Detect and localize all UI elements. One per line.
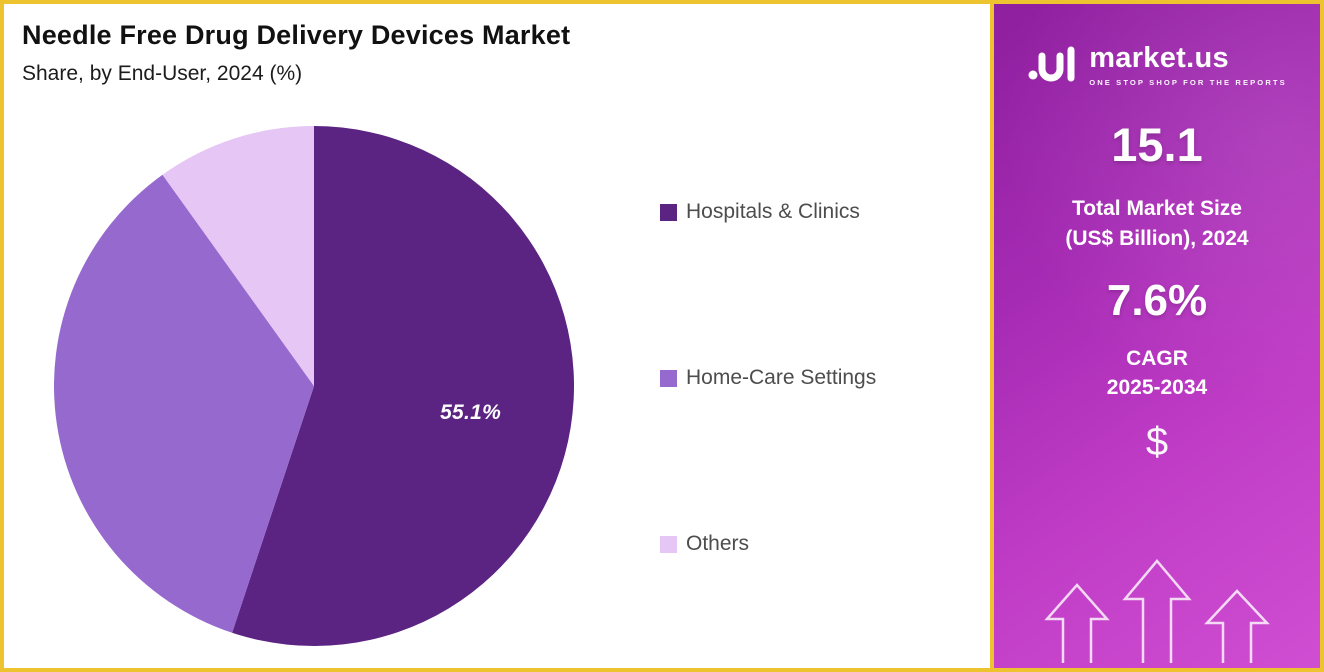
market-size-label: Total Market Size (US$ Billion), 2024: [1065, 194, 1248, 254]
growth-arrows-icon: [1007, 543, 1307, 668]
pie-data-label: 55.1%: [440, 401, 502, 424]
page-subtitle: Share, by End-User, 2024 (%): [22, 62, 303, 85]
brand-name: market.us: [1089, 42, 1229, 74]
brand-block: market.us ONE STOP SHOP FOR THE REPORTS: [1027, 42, 1287, 89]
cagr-label-text: CAGR: [1126, 346, 1188, 370]
legend-item: Others: [660, 532, 876, 556]
pie-chart-svg: [54, 126, 574, 646]
market-size-label-line2: (US$ Billion), 2024: [1065, 226, 1249, 250]
dollar-symbol: $: [1145, 420, 1169, 465]
chart-legend: Hospitals & Clinics Home-Care Settings O…: [660, 200, 876, 556]
brand-text: market.us ONE STOP SHOP FOR THE REPORTS: [1089, 42, 1287, 88]
page-title: Needle Free Drug Delivery Devices Market: [22, 20, 571, 50]
legend-item: Hospitals & Clinics: [660, 200, 876, 224]
pie-chart: 55.1%: [44, 116, 584, 656]
market-size-value: 15.1: [1111, 118, 1203, 171]
stats-panel: market.us ONE STOP SHOP FOR THE REPORTS …: [990, 4, 1320, 668]
cagr-value: 7.6%: [1106, 275, 1208, 325]
legend-swatch: [660, 369, 677, 387]
legend-swatch: [660, 535, 677, 553]
legend-label: Hospitals & Clinics: [686, 200, 860, 223]
legend-label: Others: [686, 532, 750, 555]
market-size-label-line1: Total Market Size: [1072, 197, 1242, 220]
marketus-logo-icon: [1027, 42, 1079, 89]
brand-tagline: ONE STOP SHOP FOR THE REPORTS: [1089, 78, 1287, 87]
legend-label: Home-Care Settings: [686, 366, 877, 389]
chart-area: Needle Free Drug Delivery Devices Market…: [4, 4, 994, 668]
cagr-period: 2025-2034: [1106, 376, 1208, 400]
legend-item: Home-Care Settings: [660, 366, 876, 390]
legend-swatch: [660, 203, 677, 221]
cagr-label: CAGR 2025-2034: [1107, 344, 1207, 403]
